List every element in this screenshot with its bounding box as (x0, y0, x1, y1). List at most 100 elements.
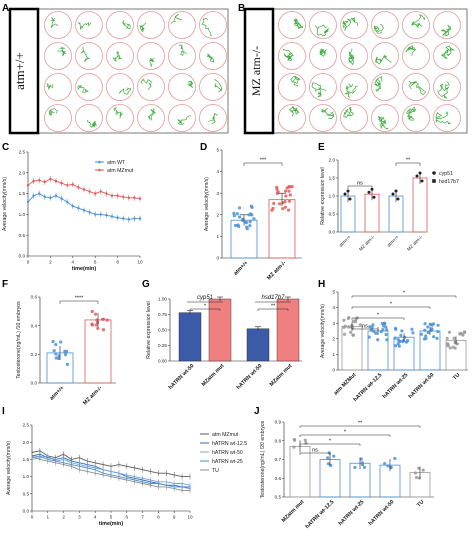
well (371, 104, 399, 132)
swim-trail (50, 17, 59, 29)
panel-letter-h: H (318, 279, 325, 290)
data-point (455, 342, 459, 346)
data-point (453, 346, 457, 350)
data-point (232, 211, 236, 216)
data-point (448, 346, 452, 350)
data-point (95, 320, 100, 325)
series-point (32, 179, 35, 183)
series-point (49, 196, 52, 199)
panel-a-image: atm+/+ (8, 7, 229, 135)
significance-bracket (243, 162, 283, 166)
swim-trail (408, 80, 427, 96)
well (278, 42, 306, 70)
data-point (359, 457, 363, 461)
data-point (233, 223, 238, 228)
swim-trail (77, 21, 92, 31)
data-point (235, 212, 239, 216)
data-point (65, 362, 69, 366)
x-tick-label: atm MZMut (333, 372, 358, 397)
x-tick-label: hATRN wt-50 (168, 363, 196, 391)
well (340, 42, 368, 70)
bar (208, 298, 232, 362)
significance-label: * (377, 313, 380, 319)
well (433, 104, 461, 132)
series-point (138, 217, 142, 220)
legend-label: atm MZmut (107, 168, 134, 174)
data-point (452, 336, 456, 340)
y-tick-label: 1.0 (23, 474, 30, 479)
chart-g: 0.00 0.25 0.50 0.75 1.00 Relative expression … (146, 295, 302, 391)
data-point (232, 214, 236, 218)
well (309, 73, 337, 101)
legend-label: hsd17b7 (439, 179, 459, 185)
data-point (351, 333, 355, 337)
data-point (283, 199, 287, 204)
significance-label: ns (362, 324, 368, 330)
x-tick-label: hATRN wt-50 (236, 363, 264, 391)
panel-letter-e: E (318, 142, 325, 153)
data-point (372, 195, 376, 199)
series-point (94, 213, 97, 216)
data-point (93, 312, 98, 316)
series-point (77, 206, 80, 210)
y-tick-label: 3 (216, 191, 219, 196)
swim-trail (77, 85, 89, 93)
data-point (418, 171, 422, 175)
well (371, 11, 399, 39)
swim-trail (293, 18, 304, 29)
y-tick-label: 2 (216, 212, 219, 217)
x-tick-label: MZatm mut (269, 363, 294, 388)
y-tick-label: 0.0 (19, 254, 26, 259)
series-point (60, 182, 63, 185)
series-point (110, 194, 114, 197)
y-tick-label: 0.0 (329, 230, 336, 235)
series-point (116, 216, 119, 219)
data-point (285, 186, 289, 190)
data-point (417, 476, 422, 480)
data-point (415, 174, 419, 178)
data-point (396, 337, 400, 342)
series-point (71, 204, 75, 208)
series-point (66, 200, 69, 204)
well (44, 104, 72, 132)
y-tick-label: 0 (216, 256, 219, 261)
y-tick-label: 0.5 (275, 495, 282, 500)
data-point (250, 213, 254, 217)
x-tick-label: hATRN wt-25 (382, 372, 410, 400)
data-point (445, 336, 449, 340)
swim-trail (206, 53, 215, 63)
data-point (105, 318, 109, 322)
data-point (396, 342, 400, 346)
data-point (419, 332, 424, 336)
data-point (342, 318, 346, 322)
y-tick-label: 0.4 (31, 323, 38, 328)
y-axis-label: Relative expression level (146, 301, 152, 358)
panel-letter-a: A (2, 3, 9, 14)
y-tick-label: 0.6 (31, 295, 38, 300)
swim-trail (343, 106, 354, 118)
data-point (63, 352, 68, 357)
swim-trail (80, 46, 91, 62)
series-point (26, 200, 30, 204)
x-tick-label: atm+/+ (386, 234, 400, 248)
series-point (99, 190, 103, 193)
swim-trail (282, 48, 294, 61)
well (278, 73, 306, 101)
well-grid-b (278, 11, 461, 132)
swim-trail (321, 107, 335, 120)
well (199, 11, 227, 39)
well (278, 11, 306, 39)
data-point (447, 330, 452, 334)
y-axis-label: Average velocity(mm/s) (2, 177, 8, 231)
significance-label: * (329, 439, 332, 445)
data-point (353, 465, 357, 469)
y-tick-label: 2 (332, 336, 335, 341)
series-point (71, 183, 75, 186)
data-point (346, 316, 351, 320)
data-point (393, 336, 397, 340)
data-point (362, 465, 367, 469)
well (168, 73, 196, 101)
